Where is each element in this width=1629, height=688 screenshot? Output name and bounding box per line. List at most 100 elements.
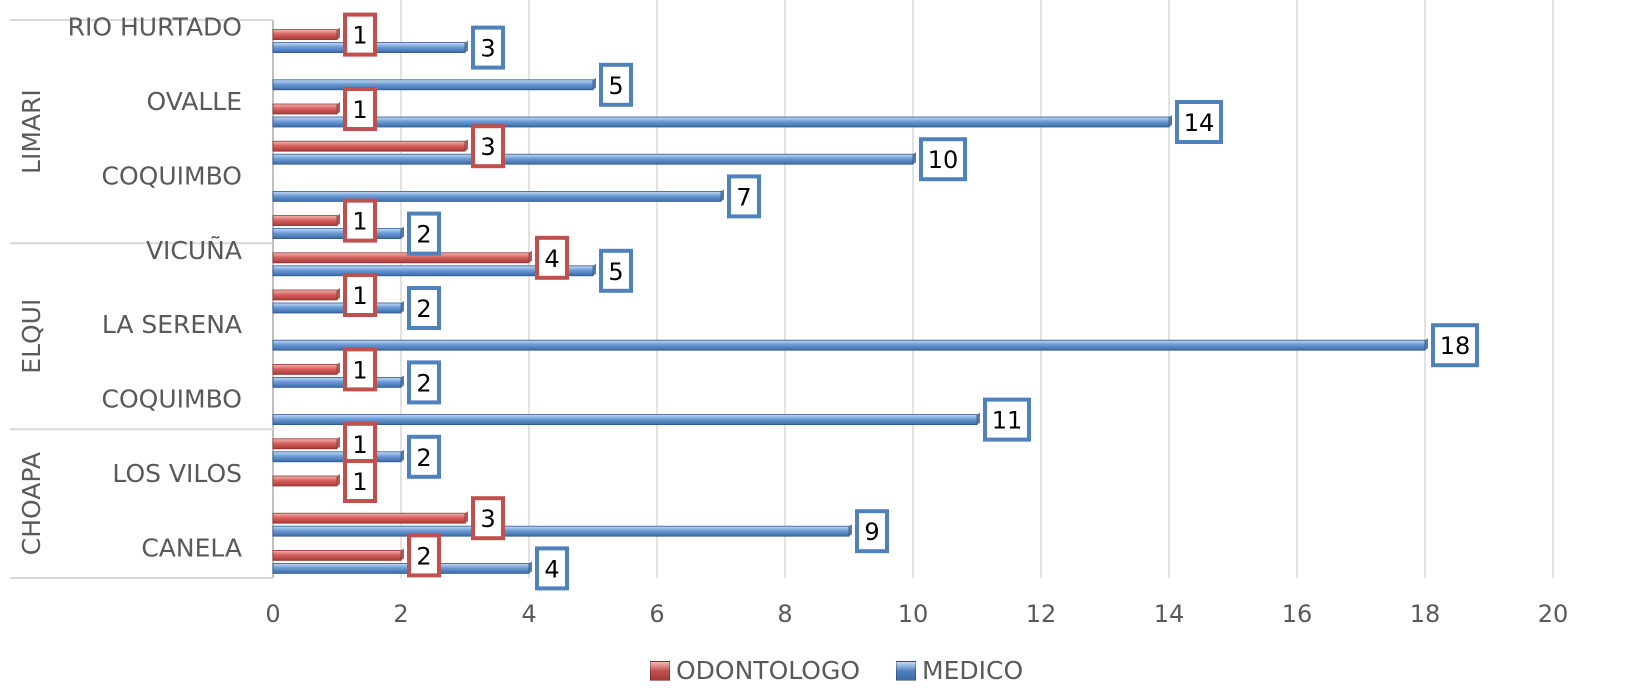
data-label-box-odontologo	[343, 273, 377, 317]
data-label-odontologo: 1	[352, 431, 367, 459]
data-label-box-odontologo	[471, 124, 505, 169]
bar-medico	[272, 190, 722, 202]
data-label-medico: 2	[416, 295, 431, 323]
bar-odontologo	[272, 29, 338, 41]
data-label-box-medico	[407, 211, 441, 256]
data-label-box-medico	[535, 546, 569, 591]
bar-cap-odontologo	[337, 102, 340, 114]
bar-medico	[272, 339, 1426, 351]
legend-swatch-medico	[896, 660, 917, 681]
bar-cap-odontologo	[465, 511, 468, 524]
legend-label-medico: MEDICO	[922, 656, 1024, 685]
bar-medico	[272, 228, 402, 240]
data-label-medico: 4	[544, 555, 559, 583]
bar-cap-medico	[1425, 338, 1428, 351]
data-label-odontologo: 3	[480, 505, 495, 533]
data-label-box-odontologo	[343, 347, 377, 392]
data-label-box-medico	[1175, 100, 1223, 144]
bar-odontologo	[272, 215, 338, 227]
bar-cap-medico	[401, 375, 404, 388]
bar-cap-medico	[401, 449, 404, 462]
bar-cap-medico	[529, 561, 532, 574]
legend-label-odontologo: ODONTOLOGO	[676, 656, 861, 685]
data-label-odontologo: 1	[352, 22, 367, 50]
bar-medico	[272, 414, 978, 426]
data-label-box-medico	[471, 25, 505, 70]
data-label-medico: 9	[864, 518, 879, 546]
bar-medico	[272, 302, 402, 314]
data-label-box-medico	[1431, 323, 1479, 368]
bar-odontologo	[272, 140, 466, 152]
category-label: LA SERENA	[102, 310, 242, 339]
bar-medico	[272, 525, 850, 537]
data-label-box-medico	[855, 509, 889, 554]
x-tick-label: 6	[649, 600, 664, 628]
bar-odontologo	[272, 512, 466, 524]
bar-cap-medico	[977, 412, 980, 425]
data-label-box-medico	[407, 286, 441, 330]
x-tick-label: 0	[265, 600, 280, 628]
legend-item-medico[interactable]: MEDICO	[896, 656, 1023, 685]
x-tick-label: 14	[1154, 600, 1185, 628]
bar-cap-medico	[593, 263, 596, 276]
category-label: OVALLE	[147, 87, 243, 116]
data-label-odontologo: 2	[416, 542, 431, 570]
data-label-box-medico	[919, 137, 967, 182]
bar-cap-medico	[849, 524, 852, 537]
data-label-medico: 2	[416, 369, 431, 397]
data-label-box-odontologo	[535, 235, 569, 280]
bar-medico	[272, 376, 402, 388]
data-label-odontologo: 1	[352, 96, 367, 124]
data-label-medico: 10	[928, 146, 959, 174]
bar-odontologo	[272, 363, 338, 375]
bar-cap-odontologo	[337, 27, 340, 40]
data-label-odontologo: 1	[352, 282, 367, 310]
x-tick-label: 4	[521, 600, 536, 628]
bar-odontologo	[272, 475, 338, 487]
bar-odontologo	[272, 550, 402, 561]
data-label-box-odontologo	[471, 496, 505, 541]
data-label-box-medico	[407, 434, 441, 479]
data-label-box-odontologo	[343, 12, 377, 57]
data-label-medico: 18	[1440, 332, 1471, 360]
bar-medico	[272, 79, 594, 91]
data-label-box-odontologo	[343, 198, 377, 243]
category-label: RIO HURTADO	[68, 13, 242, 42]
bar-cap-odontologo	[337, 213, 340, 226]
data-label-box-medico	[599, 248, 633, 293]
category-label: COQUIMBO	[102, 385, 242, 414]
bar-cap-odontologo	[401, 548, 404, 561]
bar-medico	[272, 563, 530, 574]
x-tick-label: 20	[1538, 600, 1569, 628]
data-label-medico: 7	[736, 183, 751, 211]
bar-odontologo	[272, 252, 530, 264]
data-label-medico: 5	[608, 72, 623, 100]
data-label-odontologo: 1	[352, 208, 367, 236]
legend-item-odontologo[interactable]: ODONTOLOGO	[650, 656, 860, 685]
bar-odontologo	[272, 103, 338, 115]
bar-cap-odontologo	[529, 250, 532, 263]
x-tick-label: 8	[777, 600, 792, 628]
x-tick-label: 16	[1282, 600, 1313, 628]
data-label-odontologo: 1	[352, 468, 367, 496]
data-label-medico: 11	[992, 407, 1023, 435]
data-label-box-medico	[407, 360, 441, 405]
data-label-medico: 2	[416, 444, 431, 472]
data-label-box-medico	[727, 174, 761, 219]
bar-odontologo	[272, 289, 338, 301]
gridlines	[400, 0, 1554, 578]
category-label: COQUIMBO	[102, 161, 242, 190]
bar-cap-medico	[401, 226, 404, 239]
x-tick-label: 18	[1410, 600, 1441, 628]
data-label-box-odontologo	[343, 459, 377, 503]
bar-cap-odontologo	[465, 139, 468, 152]
bar-cap-medico	[721, 189, 724, 202]
data-label-medico: 3	[480, 35, 495, 63]
data-label-odontologo: 3	[480, 133, 495, 161]
data-label-odontologo: 1	[352, 356, 367, 384]
data-label-medico: 5	[608, 258, 623, 286]
bar-cap-medico	[465, 40, 468, 53]
